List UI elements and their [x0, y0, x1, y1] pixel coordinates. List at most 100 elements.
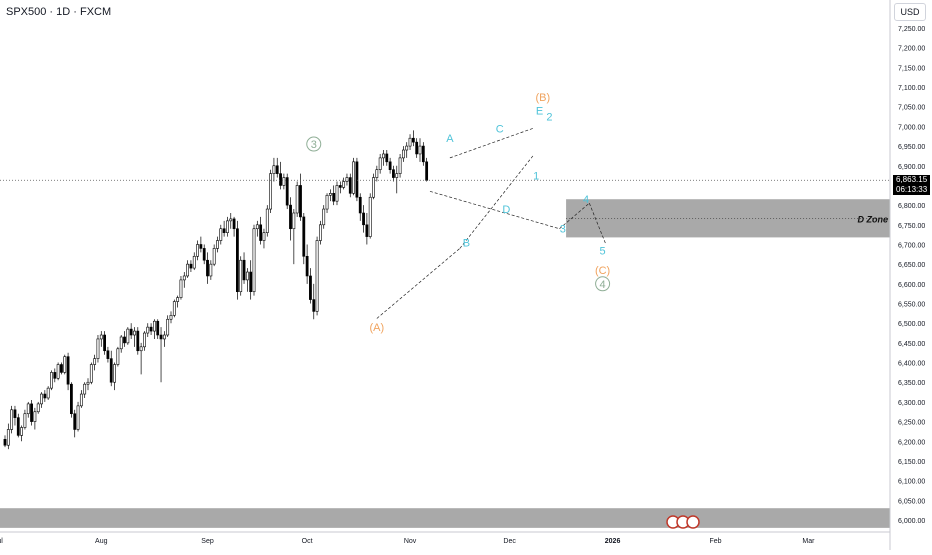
candle-body	[239, 259, 243, 293]
candle	[86, 378, 90, 391]
candle-body	[33, 411, 37, 422]
candle-body	[70, 383, 73, 415]
candle-body	[136, 330, 140, 352]
y-tick-label: 6,750.00	[898, 223, 925, 230]
candle-body	[265, 208, 269, 233]
candle	[392, 165, 395, 182]
wave-label: 3	[311, 139, 317, 151]
wave-line	[459, 155, 534, 249]
candle-body	[279, 173, 282, 186]
candle	[289, 197, 292, 241]
candle	[149, 323, 153, 336]
symbol-title[interactable]: SPX500 · 1D · FXCM	[6, 6, 112, 18]
candle-body	[392, 169, 395, 178]
candle	[33, 407, 37, 430]
candle-body	[126, 328, 130, 344]
candle-body	[133, 330, 136, 336]
candle	[236, 220, 239, 300]
candle	[322, 205, 326, 229]
candle-body	[405, 145, 409, 151]
y-tick-label: 6,900.00	[898, 164, 925, 171]
x-tick-label: Oct	[302, 538, 313, 545]
candle	[109, 350, 113, 387]
candle	[6, 423, 10, 450]
last-price: 6,863.15	[896, 175, 928, 184]
candle	[26, 401, 30, 418]
d-zone-label: D Zone	[858, 214, 889, 224]
candle-body	[99, 334, 103, 340]
candle-body	[342, 181, 346, 188]
wave-label-circle	[306, 136, 322, 152]
candle-body	[322, 208, 326, 226]
candle-body	[299, 185, 302, 218]
candle-body	[63, 356, 67, 373]
x-tick-label: 2026	[605, 538, 621, 545]
candle-body	[358, 196, 362, 214]
candle	[212, 244, 216, 267]
candle	[123, 331, 126, 347]
candle-body	[385, 153, 389, 163]
candle-body	[6, 429, 10, 446]
candle-body	[355, 161, 359, 198]
candle	[89, 362, 93, 385]
candle-body	[378, 157, 382, 170]
y-tick-label: 7,100.00	[898, 85, 925, 92]
candle	[299, 173, 302, 221]
candle	[50, 370, 53, 391]
candle	[202, 244, 206, 265]
candle-body	[245, 271, 249, 281]
wave-label: 3	[560, 224, 566, 236]
candle	[3, 435, 7, 448]
candle	[378, 153, 382, 174]
candle	[318, 220, 322, 245]
candle	[219, 224, 223, 245]
wave-label: D	[502, 204, 510, 216]
candle	[176, 295, 180, 308]
candle	[133, 327, 136, 347]
candle	[418, 138, 422, 162]
candle	[421, 142, 425, 166]
candle	[338, 181, 342, 194]
candle-body	[106, 350, 110, 359]
candle-body	[382, 153, 385, 159]
candle-body	[338, 185, 342, 188]
candle	[10, 405, 14, 434]
candle	[136, 327, 140, 355]
candle	[129, 323, 133, 339]
candle	[229, 212, 233, 229]
candle-body	[212, 248, 216, 265]
candle-body	[113, 364, 116, 383]
zones: D Zone	[0, 199, 891, 528]
candle-body	[362, 212, 365, 226]
candle-body	[169, 315, 173, 320]
wave-label: 2	[546, 111, 552, 123]
candle	[355, 157, 359, 202]
candle	[46, 386, 50, 400]
candle-body	[103, 334, 107, 352]
currency-button[interactable]: USD	[894, 3, 926, 21]
candle-body	[328, 193, 332, 196]
candle	[99, 331, 103, 347]
y-tick-label: 6,600.00	[898, 282, 925, 289]
candle-body	[348, 177, 352, 194]
candle	[226, 216, 229, 237]
candle	[295, 181, 299, 217]
candle	[332, 185, 336, 206]
last-price-tag: 6,863.15 06:13:33	[893, 175, 930, 195]
candle-body	[275, 165, 279, 174]
candle-body	[272, 165, 276, 174]
wave-label: B	[463, 237, 470, 249]
candle-body	[139, 346, 143, 352]
y-tick-label: 6,400.00	[898, 361, 925, 368]
candle-body	[30, 403, 33, 422]
candle-body	[282, 177, 286, 186]
y-tick-label: 7,000.00	[898, 124, 925, 131]
candle	[275, 157, 279, 178]
candle	[325, 193, 329, 213]
candle-body	[401, 149, 405, 159]
candle	[335, 181, 339, 206]
x-tick-label: Jul	[0, 538, 3, 545]
